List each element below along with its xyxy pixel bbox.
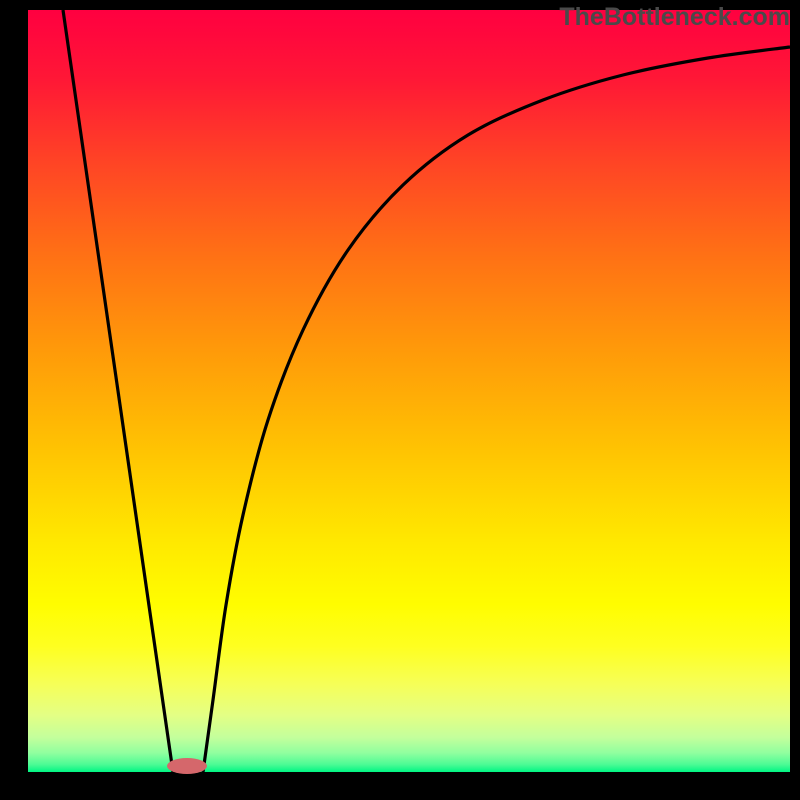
plot-group (28, 10, 790, 774)
watermark-text: TheBottleneck.com (559, 3, 790, 32)
chart-container: TheBottleneck.com (0, 0, 800, 800)
bottleneck-marker (167, 758, 207, 774)
plot-background (28, 10, 790, 772)
chart-svg (0, 0, 800, 800)
